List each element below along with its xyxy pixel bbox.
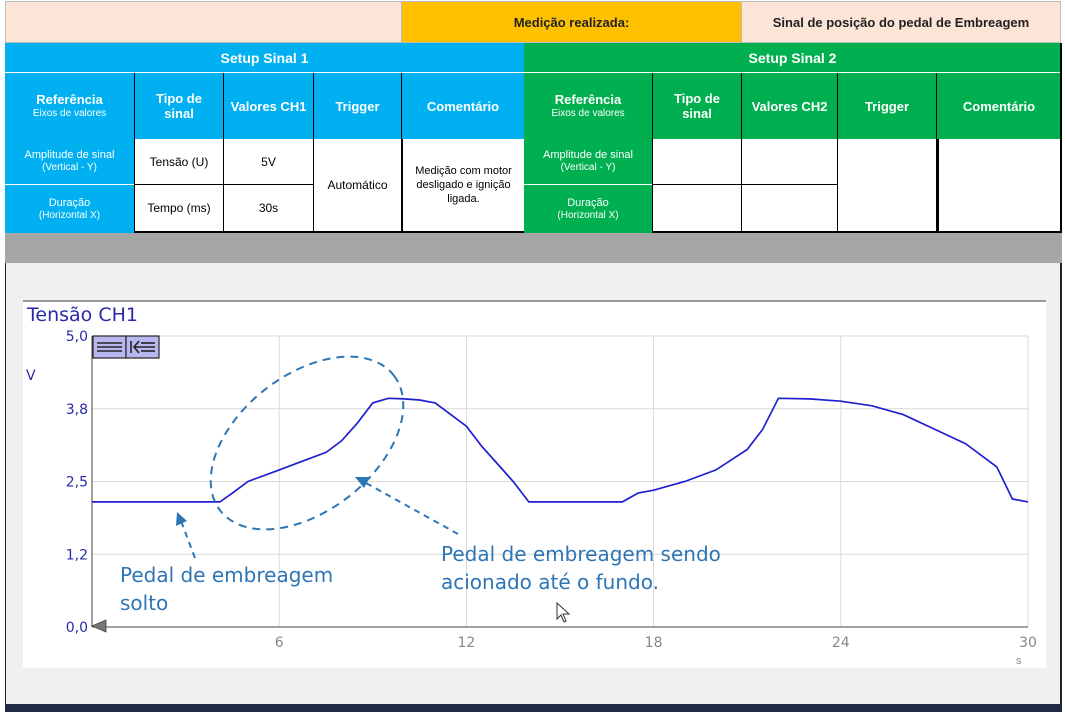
- arrow-released-head: [176, 512, 187, 526]
- chart-title: Tensão CH1: [27, 304, 138, 326]
- y-tick-label: 2,5: [66, 475, 88, 491]
- setup1-row2-ref-label: Duração: [48, 196, 91, 209]
- y-tick-label: 0,0: [66, 620, 88, 636]
- x-tick-label: 12: [457, 635, 475, 651]
- x-unit-label: s: [1016, 655, 1022, 667]
- setup1-col-ref-sub: Eixos de valores: [32, 107, 107, 119]
- setup1-col-ref-label: Referência: [36, 91, 103, 107]
- setup2-col-ref-label: Referência: [554, 91, 622, 107]
- setup2-col-type: Tipo de sinal: [652, 73, 741, 139]
- annotation-released: Pedal de embreagem solto: [120, 563, 334, 615]
- setup1-row2-ref: Duração (Horizontal X): [5, 185, 134, 233]
- setup1-comment: Medição com motor desligado e ignição li…: [401, 139, 524, 233]
- setup1-col-values: Valores CH1: [223, 73, 313, 139]
- setup1-row1-ref-label: Amplitude de sinal: [24, 149, 115, 162]
- pressing-highlight-ellipse: [209, 355, 405, 531]
- setup2-row1-ref-label: Amplitude de sinal: [543, 149, 633, 162]
- measurement-label: Medição realizada:: [402, 1, 741, 43]
- setup1-row2-ref-sub: (Horizontal X): [38, 209, 101, 221]
- series-line-ch1: [92, 397, 1029, 503]
- axis-layer: [91, 336, 1028, 628]
- x-tick-label: 6: [275, 635, 284, 651]
- setup2-col-trigger: Trigger: [837, 73, 936, 139]
- y-unit-label: V: [26, 368, 36, 384]
- setup2-col-values: Valores CH2: [741, 73, 837, 139]
- setup1-col-ref: Referência Eixos de valores: [5, 73, 134, 139]
- setup1-row2-value: 30s: [223, 185, 313, 233]
- setup1-row2-type: Tempo (ms): [134, 185, 223, 233]
- setup2-row2-value: [741, 185, 837, 233]
- setup2-col-comment: Comentário: [936, 73, 1061, 139]
- setup2-row1-value: [741, 139, 837, 185]
- setup1-col-comment: Comentário: [401, 73, 524, 139]
- setup1-title: Setup Sinal 1: [5, 43, 524, 73]
- setup1-col-trigger: Trigger: [313, 73, 401, 139]
- setup2-title: Setup Sinal 2: [524, 43, 1061, 73]
- tick-layer: 0,0 1,2 2,5 3,8 5,0 6 12 18 24 30: [66, 329, 1037, 651]
- scale-buttons[interactable]: [92, 335, 160, 359]
- setup2-comment: [936, 139, 1061, 233]
- y-tick-label: 3,8: [66, 402, 88, 418]
- setup1-row1-value: 5V: [223, 139, 313, 185]
- scope-panel: [23, 300, 1046, 668]
- setup1-row1-ref-sub: (Vertical - Y): [42, 162, 97, 174]
- arrow-pressed-head: [355, 477, 370, 488]
- setup2-row2-ref-sub: (Horizontal X): [557, 209, 619, 221]
- setup2-row1-ref: Amplitude de sinal (Vertical - Y): [524, 139, 652, 185]
- x-tick-label: 18: [645, 635, 663, 651]
- setup2-row2-ref: Duração (Horizontal X): [524, 185, 652, 233]
- setup2-row2-type: [652, 185, 741, 233]
- table-right-border: [1060, 43, 1062, 233]
- arrow-released: [180, 520, 196, 559]
- setup2-col-ref-sub: Eixos de valores: [551, 107, 625, 119]
- mouse-cursor-icon: [556, 601, 571, 623]
- zero-marker-icon: [90, 619, 107, 633]
- setup2-trigger: [837, 139, 936, 233]
- y-tick-label: 1,2: [66, 547, 88, 563]
- x-tick-label: 24: [832, 635, 850, 651]
- setup2-col-ref: Referência Eixos de valores: [524, 73, 652, 139]
- header-blank: [5, 1, 402, 43]
- setup1-trigger: Automático: [313, 139, 401, 233]
- measurement-value: Sinal de posição do pedal de Embreagem: [741, 1, 1061, 43]
- y-tick-label: 5,0: [66, 329, 88, 345]
- separator-band: [5, 233, 1062, 263]
- x-tick-label: 30: [1019, 635, 1037, 651]
- arrow-pressed: [365, 482, 459, 535]
- annotation-pressed: Pedal de embreagem sendo acionado até o …: [441, 542, 721, 594]
- bottom-bar: [5, 704, 1062, 712]
- setup1-row1-type: Tensão (U): [134, 139, 223, 185]
- setup2-row1-ref-sub: (Vertical - Y): [560, 162, 616, 174]
- setup2-row1-type: [652, 139, 741, 185]
- setup1-col-type: Tipo de sinal: [134, 73, 223, 139]
- setup2-row2-ref-label: Duração: [567, 196, 609, 209]
- setup1-row1-ref: Amplitude de sinal (Vertical - Y): [5, 139, 134, 185]
